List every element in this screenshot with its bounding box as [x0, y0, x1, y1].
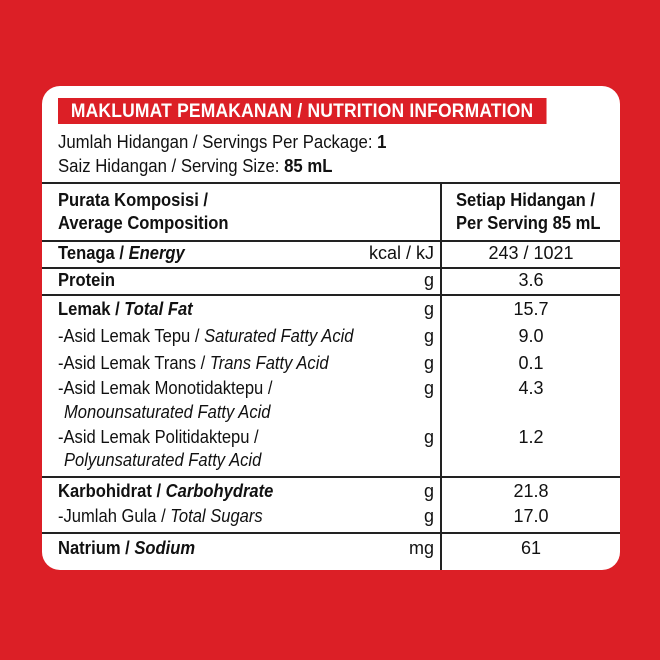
- divider-energy: [42, 267, 620, 269]
- row-fat-unit: g: [423, 299, 434, 319]
- row-poly-value: 1.2: [518, 427, 544, 447]
- row-trans-unit: g: [423, 353, 434, 373]
- nutrition-panel: MAKLUMAT PEMAKANAN / NUTRITION INFORMATI…: [42, 86, 620, 570]
- row-saturated-unit: g: [423, 326, 434, 346]
- row-sodium-value: 61: [520, 538, 542, 558]
- divider-carb: [42, 532, 620, 534]
- row-mono-unit: g: [423, 378, 434, 398]
- row-sugars-unit: g: [423, 506, 434, 526]
- col1-header-line2: Average Composition: [58, 213, 229, 233]
- divider-top: [42, 182, 620, 184]
- divider-fat: [42, 476, 620, 478]
- row-trans-label: -Asid Lemak Trans / Trans Fatty Acid: [58, 353, 329, 373]
- row-mono-label-english: Monounsaturated Fatty Acid: [64, 402, 271, 422]
- servings-per-package-value: 1: [377, 132, 387, 152]
- row-saturated-label: -Asid Lemak Tepu / Saturated Fatty Acid: [58, 326, 354, 346]
- column-divider: [440, 182, 442, 570]
- row-poly-unit: g: [423, 427, 434, 447]
- panel-title: MAKLUMAT PEMAKANAN / NUTRITION INFORMATI…: [58, 98, 547, 124]
- row-mono-label-malay: -Asid Lemak Monotidaktepu /: [58, 378, 273, 398]
- servings-per-package: Jumlah Hidangan / Servings Per Package: …: [58, 131, 386, 153]
- row-poly-label-english: Polyunsaturated Fatty Acid: [64, 450, 262, 470]
- row-saturated-value: 9.0: [518, 326, 544, 346]
- col2-header-line2: Per Serving 85 mL: [456, 213, 601, 233]
- serving-size: Saiz Hidangan / Serving Size: 85 mL: [58, 155, 333, 177]
- servings-per-package-label: Jumlah Hidangan / Servings Per Package:: [58, 132, 378, 152]
- row-carb-label: Karbohidrat / Carbohydrate: [58, 481, 274, 501]
- row-sugars-value: 17.0: [513, 506, 549, 526]
- row-sugars-label: -Jumlah Gula / Total Sugars: [58, 506, 263, 526]
- row-protein-label: Protein: [58, 270, 116, 290]
- divider-header: [42, 240, 620, 242]
- row-energy-unit: kcal / kJ: [368, 243, 434, 263]
- row-fat-value: 15.7: [513, 299, 549, 319]
- row-protein-value: 3.6: [518, 270, 544, 290]
- row-trans-value: 0.1: [518, 353, 544, 373]
- col2-header-line1: Setiap Hidangan /: [456, 190, 595, 210]
- row-energy-label: Tenaga / Energy: [58, 243, 185, 263]
- row-poly-label-malay: -Asid Lemak Politidaktepu /: [58, 427, 259, 447]
- row-mono-value: 4.3: [518, 378, 544, 398]
- divider-protein: [42, 294, 620, 296]
- row-energy-value: 243 / 1021: [488, 243, 574, 263]
- row-sodium-unit: mg: [408, 538, 434, 558]
- row-carb-unit: g: [423, 481, 434, 501]
- row-carb-value: 21.8: [513, 481, 549, 501]
- serving-size-value: 85 mL: [284, 156, 333, 176]
- col1-header-line1: Purata Komposisi /: [58, 190, 209, 210]
- row-sodium-label: Natrium / Sodium: [58, 538, 196, 558]
- serving-size-label: Saiz Hidangan / Serving Size:: [58, 156, 285, 176]
- row-protein-unit: g: [423, 270, 434, 290]
- row-fat-label: Lemak / Total Fat: [58, 299, 193, 319]
